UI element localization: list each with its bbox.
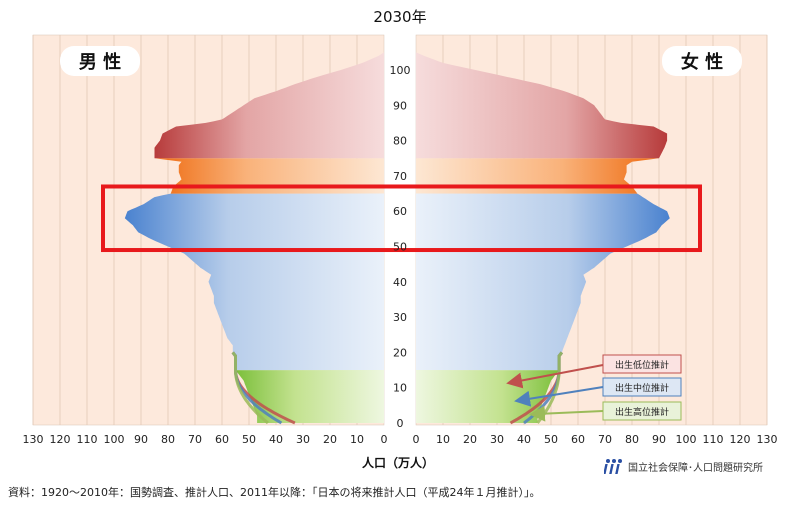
x-tick-label: 70 xyxy=(598,433,612,446)
age-tick-label: 70 xyxy=(393,170,407,183)
age-tick-label: 40 xyxy=(393,276,407,289)
x-tick-label: 40 xyxy=(269,433,283,446)
age-tick-labels: 0 10 20 30 40 50 60 70 80 90 100 xyxy=(390,64,411,430)
age-tick-label: 30 xyxy=(393,311,407,324)
x-tick-label: 0 xyxy=(381,433,388,446)
organization-credit: 国立社会保障･人口問題研究所 xyxy=(604,457,763,475)
female-label-box xyxy=(662,46,742,76)
x-tick-label: 110 xyxy=(77,433,98,446)
x-tick-label: 0 xyxy=(413,433,420,446)
x-tick-label: 80 xyxy=(161,433,175,446)
x-tick-label: 100 xyxy=(104,433,125,446)
x-tick-label: 90 xyxy=(134,433,148,446)
x-tick-label: 50 xyxy=(242,433,256,446)
x-tick-label: 60 xyxy=(215,433,229,446)
age-tick-label: 90 xyxy=(393,99,407,112)
female-band-work xyxy=(416,193,670,371)
x-tick-label: 70 xyxy=(188,433,202,446)
chart-title: 2030年 xyxy=(373,8,426,26)
legend-low-label: 出生低位推計 xyxy=(615,359,669,371)
age-tick-label: 80 xyxy=(393,135,407,148)
x-tick-label: 50 xyxy=(544,433,558,446)
male-label-box xyxy=(60,46,140,76)
age-tick-label: 60 xyxy=(393,205,407,218)
x-tick-label: 30 xyxy=(490,433,504,446)
institute-logo-icon xyxy=(604,459,622,474)
x-tick-labels-male: 130 120 110 100 90 80 70 60 50 40 30 20 10 0 xyxy=(23,433,388,446)
male-label: 男 性 xyxy=(79,51,121,73)
legend-mid-label: 出生中位推計 xyxy=(615,382,669,394)
x-tick-label: 40 xyxy=(517,433,531,446)
x-tick-label: 20 xyxy=(323,433,337,446)
age-tick-label: 100 xyxy=(390,64,411,77)
x-tick-label: 130 xyxy=(23,433,44,446)
highlight-box xyxy=(101,184,702,253)
projection-high-female xyxy=(536,351,564,424)
legend-low: 出生低位推計 xyxy=(602,354,682,374)
x-tick-label: 30 xyxy=(296,433,310,446)
x-tick-label: 10 xyxy=(436,433,450,446)
male-band-old75 xyxy=(154,52,384,159)
age-tick-label: 10 xyxy=(393,382,407,395)
male-band-work xyxy=(124,193,385,371)
x-tick-label: 100 xyxy=(676,433,697,446)
projection-high-male xyxy=(231,351,269,425)
female-band-old75 xyxy=(416,52,668,159)
source-footnote: 資料：1920～2010年：国勢調査、推計人口、2011年以降：「日本の将来推計… xyxy=(8,486,541,499)
x-tick-label: 80 xyxy=(625,433,639,446)
female-label: 女 性 xyxy=(681,51,723,73)
legend-low-arrow xyxy=(506,364,604,389)
legend-mid-arrow xyxy=(514,386,604,407)
x-tick-labels-female: 0 10 20 30 40 50 60 70 80 90 100 110 120 130 xyxy=(413,433,778,446)
x-tick-label: 120 xyxy=(50,433,71,446)
legend-high: 出生高位推計 xyxy=(602,401,682,421)
x-tick-label: 130 xyxy=(757,433,778,446)
organization-name: 国立社会保障･人口問題研究所 xyxy=(628,462,763,474)
age-tick-label: 20 xyxy=(393,346,407,359)
x-tick-label: 110 xyxy=(703,433,724,446)
x-tick-label: 120 xyxy=(730,433,751,446)
age-tick-label: 50 xyxy=(393,241,407,254)
x-tick-label: 60 xyxy=(571,433,585,446)
pyramid-bars xyxy=(124,52,670,423)
legend-mid: 出生中位推計 xyxy=(602,377,682,397)
legend-high-arrow xyxy=(529,405,604,422)
male-band-child xyxy=(235,370,384,423)
legend-high-label: 出生高位推計 xyxy=(615,406,669,418)
x-axis-label: 人口（万人） xyxy=(362,455,434,470)
age-tick-label: 0 xyxy=(397,417,404,430)
x-tick-label: 10 xyxy=(350,433,364,446)
x-tick-label: 90 xyxy=(652,433,666,446)
x-tick-label: 20 xyxy=(463,433,477,446)
